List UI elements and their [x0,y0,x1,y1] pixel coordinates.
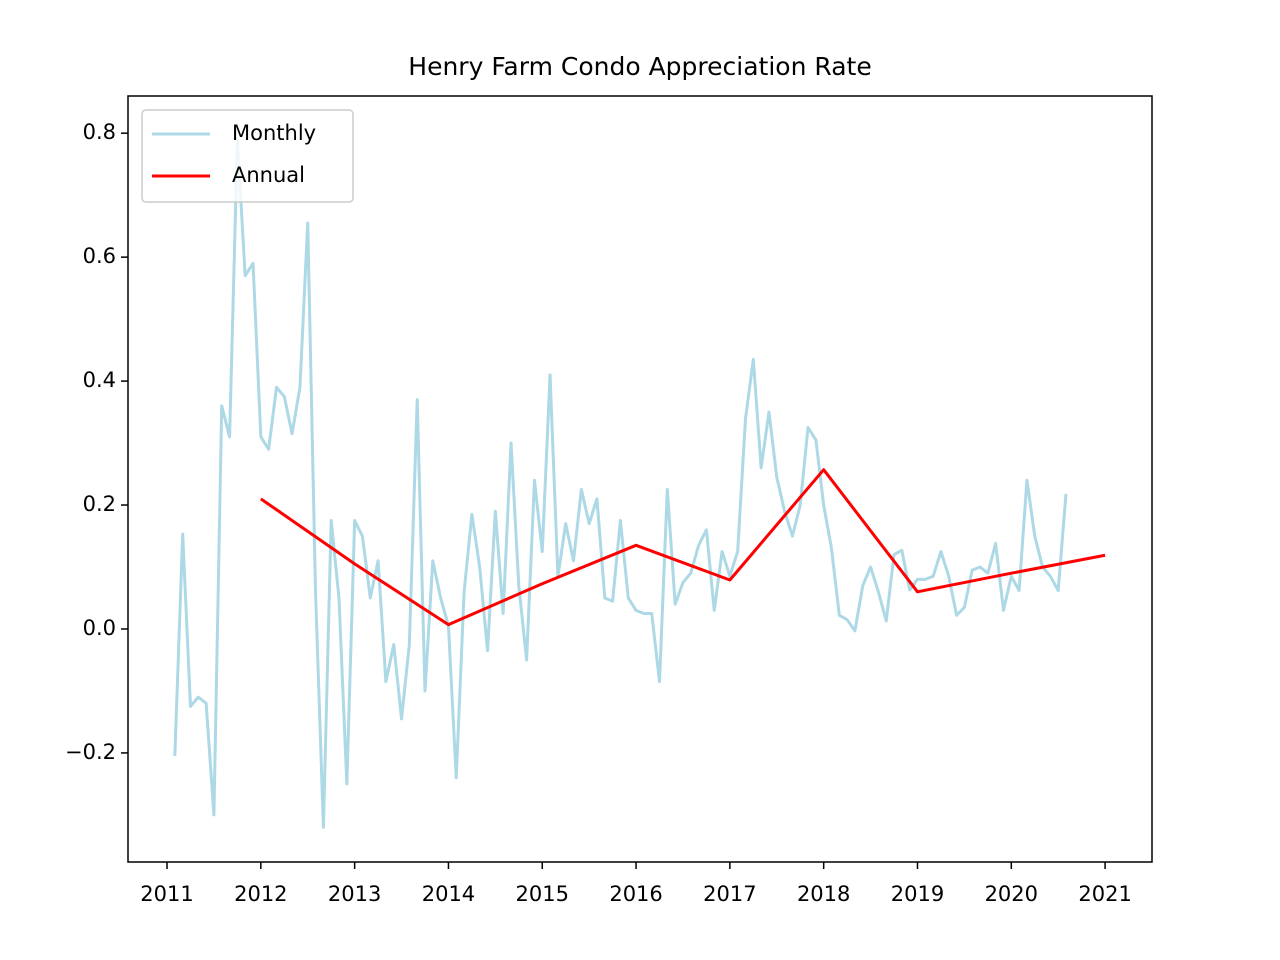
x-tick-label: 2018 [797,882,850,906]
x-tick-label: 2019 [891,882,944,906]
x-tick-label: 2014 [422,882,475,906]
series-line [173,137,1068,829]
x-tick-label: 2011 [140,882,193,906]
plot-frame [127,95,1153,863]
y-tick-label: 0.8 [83,120,116,144]
x-tick-label: 2020 [985,882,1038,906]
x-tick-label: 2012 [234,882,287,906]
x-tick-label: 2016 [609,882,662,906]
legend-label: Monthly [232,121,316,145]
x-tick-label: 2021 [1078,882,1131,906]
series-line [259,468,1106,627]
y-tick-label: 0.2 [83,492,116,516]
x-tick-label: 2015 [516,882,569,906]
y-tick-label: 0.6 [83,244,116,268]
y-tick-label: 0.0 [83,616,116,640]
chart-title: Henry Farm Condo Appreciation Rate [408,52,871,81]
legend-label: Annual [232,163,305,187]
y-tick-label: −0.2 [65,740,116,764]
x-tick-label: 2017 [703,882,756,906]
x-tick-label: 2013 [328,882,381,906]
y-tick-label: 0.4 [83,368,116,392]
